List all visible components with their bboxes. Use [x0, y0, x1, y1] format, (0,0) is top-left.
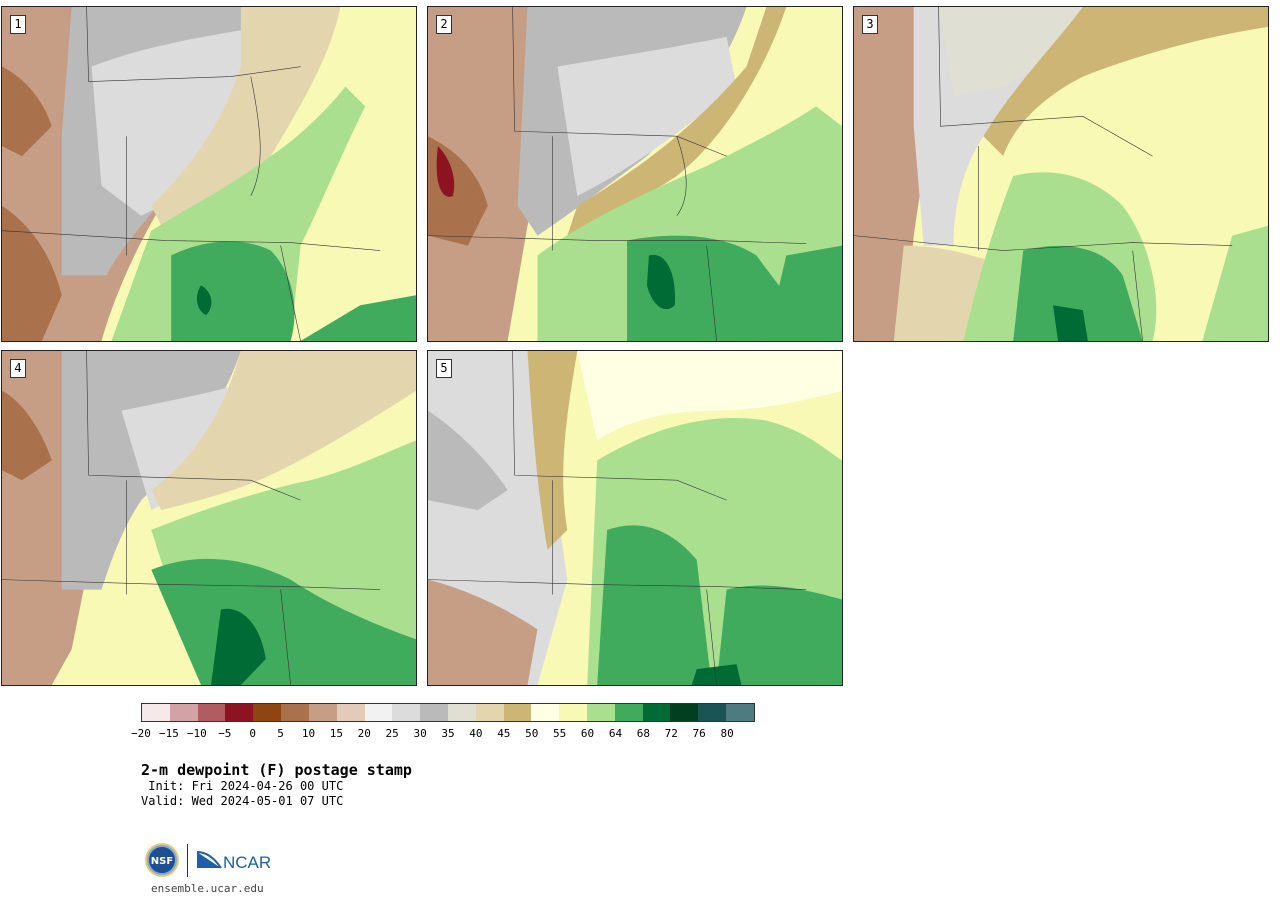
dewpoint-map-3	[854, 7, 1268, 341]
colorbar-swatch	[281, 704, 309, 721]
colorbar-swatch	[420, 704, 448, 721]
map-panel-1: 1	[1, 6, 417, 342]
colorbar-swatch	[169, 704, 198, 721]
panel-number: 2	[436, 15, 452, 34]
sponsor-logos: NSF NCAR	[144, 842, 284, 880]
dewpoint-map-2	[428, 7, 842, 341]
map-panel-3: 3	[853, 6, 1269, 342]
colorbar-tick-label: 68	[636, 727, 650, 740]
panel-number: 4	[10, 359, 26, 378]
colorbar-swatch	[503, 704, 532, 721]
colorbar-tick-label: 64	[608, 727, 623, 740]
colorbar-tick-label: 0	[249, 727, 256, 740]
colorbar-tick-label: 45	[497, 727, 511, 740]
colorbar-swatch	[698, 704, 727, 721]
colorbar-tick-label: 55	[553, 727, 567, 740]
colorbar-swatch	[197, 704, 226, 721]
colorbar-tick-label: −10	[186, 727, 207, 740]
colorbar-swatch	[475, 704, 504, 721]
colorbar-swatch	[587, 704, 615, 721]
map-panel-5: 5	[427, 350, 843, 686]
panel-number: 1	[10, 15, 26, 34]
colorbar-tick-label: 30	[413, 727, 427, 740]
colorbar-swatch	[142, 704, 170, 721]
colorbar-tick-label: 25	[385, 727, 399, 740]
colorbar-tick-label: 50	[525, 727, 539, 740]
colorbar-tick-label: 10	[301, 727, 316, 740]
colorbar-swatch	[336, 704, 365, 721]
figure-title: 2-m dewpoint (F) postage stamp	[141, 761, 412, 779]
colorbar-tick-label: −15	[158, 727, 179, 740]
colorbar-tick-label: 76	[692, 727, 706, 740]
dewpoint-map-4	[2, 351, 416, 685]
panel-number: 3	[862, 15, 878, 34]
nsf-logo-text: NSF	[151, 856, 173, 867]
colorbar-tick-label: 35	[441, 727, 455, 740]
map-panel-4: 4	[1, 350, 417, 686]
colorbar-swatch	[253, 704, 282, 721]
colorbar-swatch	[670, 704, 699, 721]
colorbar-swatch	[447, 704, 476, 721]
colorbar-tick-label: 60	[580, 727, 595, 740]
colorbar-swatch	[531, 704, 560, 721]
colorbar-tick-label: 5	[277, 727, 284, 740]
colorbar-swatch	[614, 704, 643, 721]
colorbar-tick-label: 72	[664, 727, 678, 740]
colorbar-tick-label: −5	[218, 727, 232, 740]
panel-number: 5	[436, 359, 452, 378]
colorbar-tick-label: 40	[469, 727, 483, 740]
colorbar-tick-label: −20	[131, 727, 151, 740]
colorbar-tick-labels: −20 −15 −10 −5 0 5 10 15 20 25 30 35 40 45 50 55 60 64 68 7…	[131, 727, 755, 741]
colorbar-swatch	[392, 704, 421, 721]
colorbar-tick-label: 80	[720, 727, 734, 740]
figure-caption: 2-m dewpoint (F) postage stamp Init: Fri…	[141, 761, 412, 809]
colorbar-tick-label: 15	[329, 727, 343, 740]
colorbar-swatch	[559, 704, 587, 721]
colorbar-swatch	[726, 704, 754, 721]
valid-time: Valid: Wed 2024-05-01 07 UTC	[141, 794, 344, 808]
init-time: Init: Fri 2024-04-26 00 UTC	[141, 779, 344, 793]
colorbar-tick-label: 20	[357, 727, 371, 740]
dewpoint-colorbar	[141, 703, 755, 722]
colorbar-swatch	[308, 704, 337, 721]
colorbar-swatch	[364, 704, 393, 721]
ncar-logo-text: NCAR	[223, 853, 271, 872]
dewpoint-map-1	[2, 7, 416, 341]
ncar-logo-icon: NCAR	[197, 851, 271, 872]
nsf-logo-icon: NSF	[145, 843, 179, 877]
colorbar-swatch	[225, 704, 254, 721]
colorbar-swatch	[642, 704, 671, 721]
site-url: ensemble.ucar.edu	[151, 882, 264, 895]
logo-divider	[187, 844, 188, 877]
map-panel-2: 2	[427, 6, 843, 342]
dewpoint-map-5	[428, 351, 842, 685]
